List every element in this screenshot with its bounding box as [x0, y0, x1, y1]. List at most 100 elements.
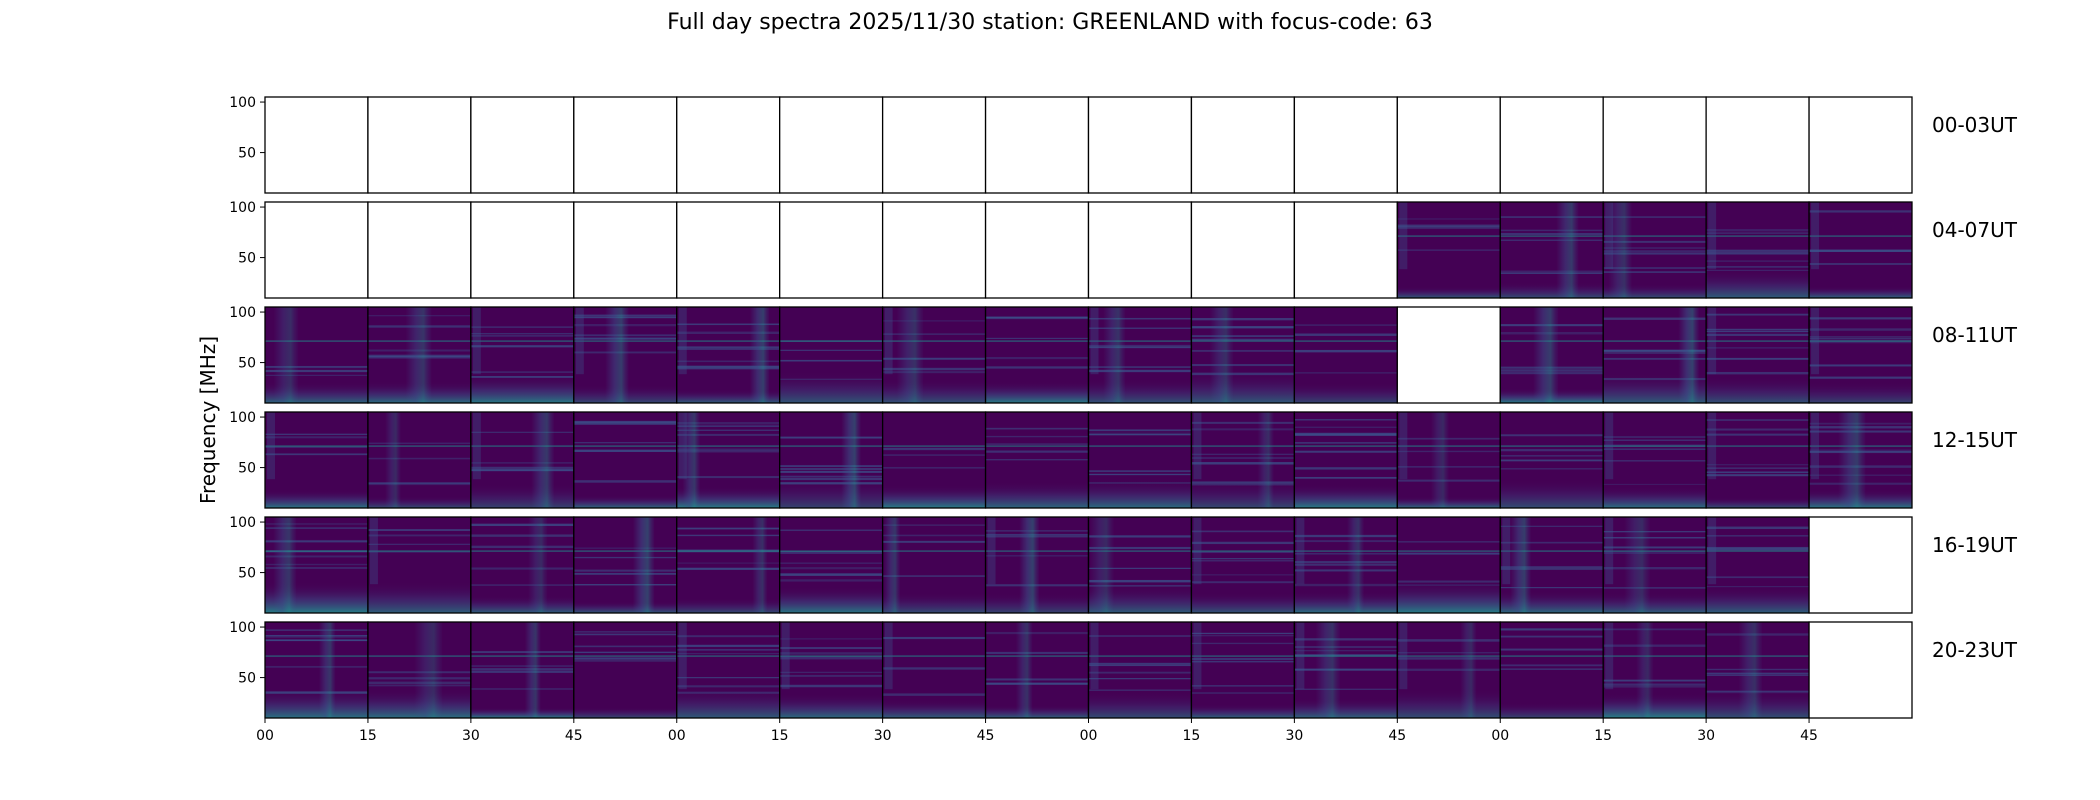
- spectrum-panel: [264, 411, 369, 509]
- spectrum-panel: [1396, 306, 1501, 404]
- spectrum-panel: [1602, 96, 1707, 194]
- spectrum-panel: [1705, 201, 1810, 299]
- y-tick-label: 100: [229, 95, 256, 111]
- spectrum-panel: [1190, 621, 1296, 719]
- spectrum-panel: [367, 96, 472, 194]
- spectrum-panel: [264, 96, 369, 194]
- spectrum-panel: [1087, 306, 1193, 404]
- spectrum-panel: [984, 306, 1090, 404]
- spectrum-panel: [779, 201, 884, 299]
- row-label: 08-11UT: [1932, 323, 2018, 347]
- x-tick-label: 00: [668, 728, 686, 744]
- spectrum-panel: [1087, 201, 1193, 299]
- spectrum-panel: [1808, 306, 1913, 404]
- spectrum-panel: [573, 96, 678, 194]
- spectrum-panel: [1499, 621, 1604, 719]
- spectrum-panel: [470, 306, 575, 404]
- spectrum-panel: [1808, 96, 1913, 194]
- spectrum-panel: [779, 96, 884, 194]
- spectrum-panel: [984, 621, 1090, 719]
- spectrum-panel: [470, 96, 575, 194]
- spectrum-panel: [1293, 516, 1398, 614]
- spectrum-panel: [573, 621, 678, 719]
- x-tick-label: 15: [1183, 728, 1201, 744]
- spectrum-panel: [881, 201, 987, 299]
- spectrum-panel: [264, 201, 369, 299]
- spectrum-panel: [676, 96, 781, 194]
- spectrum-panel: [676, 516, 781, 614]
- x-tick-label: 15: [359, 728, 377, 744]
- spectrum-panel: [1499, 201, 1604, 299]
- spectrum-panel: [470, 621, 575, 719]
- y-tick-label: 100: [229, 410, 256, 426]
- spectrum-panel: [1190, 306, 1296, 404]
- spectrum-panel: [1087, 411, 1193, 509]
- spectrum-panel: [1293, 306, 1398, 404]
- row-label: 12-15UT: [1932, 428, 2018, 452]
- spectrum-panel: [1396, 411, 1501, 509]
- x-tick-label: 45: [565, 728, 583, 744]
- spectrum-panel: [367, 516, 472, 614]
- spectrum-panel: [779, 306, 884, 404]
- spectrum-panel: [881, 96, 987, 194]
- row-label: 16-19UT: [1932, 533, 2018, 557]
- spectrum-panel: [1808, 411, 1913, 509]
- spectrum-panel: [881, 621, 987, 719]
- x-tick-label: 45: [977, 728, 995, 744]
- y-tick-label: 100: [229, 515, 256, 531]
- spectrum-panel: [1396, 96, 1501, 194]
- spectrum-panel: [264, 516, 369, 614]
- x-tick-label: 00: [1080, 728, 1098, 744]
- spectrum-panel: [1602, 411, 1707, 509]
- x-tick-label: 00: [256, 728, 274, 744]
- spectrum-panel: [1705, 96, 1810, 194]
- spectrum-panel: [1499, 96, 1604, 194]
- spectrum-panel: [1705, 411, 1810, 509]
- spectrum-panel: [1602, 621, 1707, 719]
- x-tick-label: 15: [1594, 728, 1612, 744]
- spectrum-panel: [573, 201, 678, 299]
- y-tick-label: 50: [238, 146, 256, 162]
- spectrum-panel: [264, 621, 369, 719]
- spectrum-panel: [984, 96, 1090, 194]
- spectrum-panel: [1705, 516, 1810, 614]
- spectrum-panel: [1808, 201, 1913, 299]
- x-tick-label: 45: [1800, 728, 1818, 744]
- spectrum-panel: [1602, 201, 1707, 299]
- spectrum-panel: [470, 201, 575, 299]
- spectrum-panel: [984, 201, 1090, 299]
- y-tick-label: 50: [238, 566, 256, 582]
- spectrum-panel: [1396, 621, 1501, 719]
- y-tick-label: 100: [229, 200, 256, 216]
- y-tick-label: 100: [229, 305, 256, 321]
- spectrum-panel: [984, 411, 1090, 509]
- spectrum-panel: [1705, 306, 1810, 404]
- spectrum-panel: [1808, 516, 1913, 614]
- x-tick-label: 15: [771, 728, 789, 744]
- chart-title: Full day spectra 2025/11/30 station: GRE…: [667, 10, 1433, 35]
- spectrum-panel: [1293, 96, 1398, 194]
- spectrum-panel: [779, 621, 884, 719]
- spectrum-panel: [779, 516, 884, 614]
- spectrum-panel: [470, 411, 575, 509]
- spectrum-panel: [1190, 516, 1296, 614]
- spectrum-panel: [1293, 201, 1398, 299]
- y-tick-label: 100: [229, 620, 256, 636]
- y-tick-label: 50: [238, 356, 256, 372]
- spectrum-panel: [367, 306, 472, 404]
- spectrum-panel: [367, 621, 472, 719]
- row-label: 20-23UT: [1932, 638, 2018, 662]
- x-tick-label: 30: [874, 728, 892, 744]
- spectrum-panel: [676, 621, 781, 719]
- spectrum-panel: [1499, 306, 1604, 404]
- spectrum-panel: [984, 516, 1090, 614]
- spectrum-panel: [367, 201, 472, 299]
- spectrum-panel: [881, 306, 987, 404]
- spectrum-panel: [1499, 411, 1604, 509]
- spectrum-panel: [881, 411, 987, 509]
- spectrum-panel: [1190, 411, 1296, 509]
- spectrum-panel: [676, 306, 781, 404]
- spectrum-panel: [881, 516, 987, 614]
- spectrum-panel: [1705, 621, 1810, 719]
- spectrum-panel: [1602, 306, 1707, 404]
